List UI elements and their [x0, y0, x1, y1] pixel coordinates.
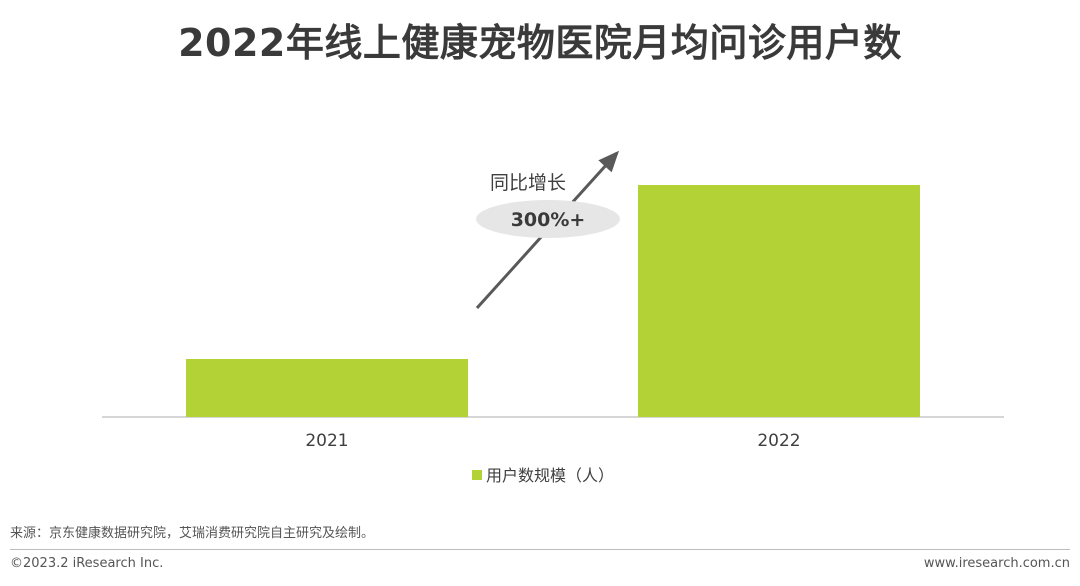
growth-label: 同比增长 — [490, 172, 566, 194]
chart-title: 2022年线上健康宠物医院月均问诊用户数 — [178, 21, 902, 65]
growth-ellipse — [476, 200, 620, 238]
legend-label: 用户数规模（人） — [486, 466, 614, 485]
x-tick-label: 2022 — [757, 431, 800, 451]
x-tick-label: 2021 — [305, 431, 348, 451]
website-link[interactable]: www.iresearch.com.cn — [923, 556, 1070, 571]
growth-value: 300%+ — [511, 209, 586, 231]
copyright-text: ©2023.2 iResearch Inc. — [10, 556, 164, 571]
legend-swatch — [472, 470, 482, 480]
bar-chart: 2021 2022 同比增长 300%+ 用户数规模（人） — [102, 150, 1004, 485]
footer-divider — [10, 549, 1070, 550]
source-note: 来源：京东健康数据研究院，艾瑞消费研究院自主研究及绘制。 — [10, 526, 375, 541]
bar-2021 — [186, 359, 468, 417]
bar-2022 — [638, 185, 920, 417]
